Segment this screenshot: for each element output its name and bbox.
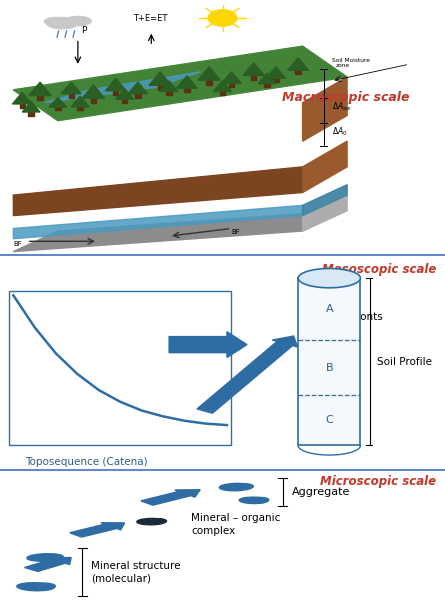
FancyArrow shape [70,522,125,537]
Text: Mesoscopic scale: Mesoscopic scale [322,263,436,276]
Ellipse shape [239,497,268,504]
Polygon shape [266,66,286,79]
Text: Aggregate: Aggregate [291,487,350,496]
Ellipse shape [17,583,54,591]
Polygon shape [184,88,190,92]
Polygon shape [303,141,347,193]
Polygon shape [13,47,347,121]
Ellipse shape [298,269,360,288]
Polygon shape [105,79,126,91]
Polygon shape [55,107,61,111]
FancyArrow shape [24,557,71,571]
Polygon shape [273,79,279,82]
Text: Toposequence (Catena): Toposequence (Catena) [25,457,148,467]
Polygon shape [113,91,118,95]
Polygon shape [128,82,148,94]
Polygon shape [135,94,141,98]
Polygon shape [91,98,96,103]
Text: $\Delta A_0$: $\Delta A_0$ [332,126,347,138]
Polygon shape [149,72,171,85]
Ellipse shape [65,16,91,26]
Bar [298,278,360,445]
Text: C: C [325,416,333,425]
Polygon shape [303,185,347,231]
Polygon shape [251,76,256,80]
Polygon shape [13,211,347,252]
FancyArrow shape [141,490,200,505]
FancyArrow shape [197,336,297,413]
Text: Soil Moisture: Soil Moisture [332,57,369,63]
Polygon shape [264,84,270,88]
Polygon shape [22,101,40,112]
Polygon shape [243,63,264,76]
Text: Mineral – organic
complex: Mineral – organic complex [191,513,281,536]
Polygon shape [206,80,212,85]
Polygon shape [44,72,200,103]
Polygon shape [37,95,43,100]
Ellipse shape [44,554,63,559]
FancyArrow shape [169,332,247,358]
Polygon shape [61,82,81,94]
Polygon shape [258,73,276,84]
Polygon shape [198,66,220,80]
Bar [9,291,231,445]
Polygon shape [222,72,241,83]
Polygon shape [71,96,89,107]
Polygon shape [116,89,134,99]
Polygon shape [82,85,105,98]
Polygon shape [13,167,303,216]
Text: Soil horizonts: Soil horizonts [312,312,382,322]
Polygon shape [69,94,74,98]
Text: $\Delta A_{sw}$: $\Delta A_{sw}$ [332,100,351,112]
Polygon shape [303,185,347,216]
Ellipse shape [44,18,67,25]
Polygon shape [158,85,163,90]
Ellipse shape [47,18,78,29]
Polygon shape [229,83,234,88]
Polygon shape [214,81,231,91]
Ellipse shape [137,518,166,525]
Text: B: B [325,362,333,373]
Ellipse shape [27,554,62,561]
Circle shape [208,10,237,26]
Polygon shape [29,82,51,95]
Ellipse shape [219,483,252,491]
Polygon shape [12,92,32,104]
Polygon shape [20,104,25,108]
Polygon shape [303,77,347,141]
Polygon shape [122,99,127,103]
Polygon shape [28,112,34,115]
Polygon shape [220,91,225,95]
Ellipse shape [235,484,253,489]
Polygon shape [77,107,83,111]
Text: P: P [81,27,87,36]
Polygon shape [13,47,347,121]
Text: Mineral structure
(molecular): Mineral structure (molecular) [91,561,181,583]
Text: Macroscopic scale: Macroscopic scale [282,91,409,104]
Ellipse shape [150,519,166,523]
Polygon shape [177,76,197,88]
Ellipse shape [35,583,55,589]
Text: T+E=ET: T+E=ET [134,13,168,22]
Text: BF: BF [231,228,240,234]
Polygon shape [13,205,303,239]
Polygon shape [288,58,308,70]
Text: Microscopic scale: Microscopic scale [320,475,436,488]
Ellipse shape [253,498,269,502]
Polygon shape [166,91,172,95]
Text: A: A [325,304,333,314]
Text: zone: zone [336,63,350,68]
Polygon shape [49,98,67,107]
Polygon shape [295,70,301,74]
Text: BF: BF [13,242,22,248]
Polygon shape [160,81,178,91]
Text: Soil Profile: Soil Profile [377,357,432,367]
